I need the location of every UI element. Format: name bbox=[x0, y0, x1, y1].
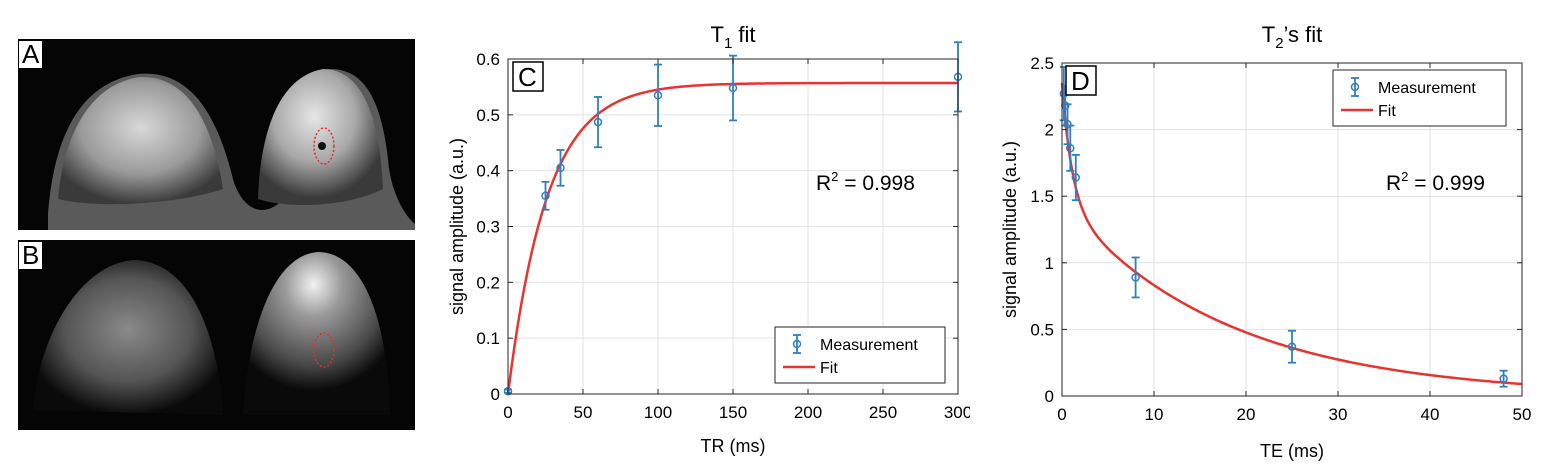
ticks: 0 50 100 150 200 250 300 0 0.1 0.2 0.3 0.4 0.5 0.6 bbox=[476, 50, 970, 422]
title-rest: ’s fit bbox=[1284, 22, 1323, 47]
mri-image-b bbox=[33, 252, 390, 415]
y-tick-label: 1.5 bbox=[1030, 187, 1054, 206]
right-breast-tissue bbox=[258, 69, 383, 205]
legend: Measurement Fit bbox=[1332, 69, 1507, 127]
axes-box bbox=[1061, 62, 1523, 397]
panel-label-d: D bbox=[1071, 66, 1090, 96]
r2-label: R bbox=[816, 172, 831, 195]
measurement-point bbox=[593, 96, 603, 149]
y-tick-label: 0.3 bbox=[476, 218, 500, 237]
title-sub: 2 bbox=[1275, 35, 1283, 52]
lesion-spot bbox=[318, 142, 326, 150]
x-tick-label: 150 bbox=[719, 403, 747, 422]
panel-label-a: A bbox=[18, 40, 44, 69]
right-breast-blur bbox=[243, 252, 390, 415]
legend-measurement-marker bbox=[1350, 77, 1360, 97]
title-main: T bbox=[1262, 22, 1275, 47]
legend-fit-label: Fit bbox=[1378, 103, 1396, 120]
y-tick-label: 1 bbox=[1045, 254, 1054, 273]
y-tick-label: 0.5 bbox=[1030, 320, 1054, 339]
x-axis-label: TE (ms) bbox=[1260, 441, 1324, 461]
y-tick-label: 0 bbox=[491, 385, 500, 404]
x-tick-label: 30 bbox=[1329, 405, 1348, 424]
title-sub: 1 bbox=[724, 35, 732, 52]
x-axis-label: TR (ms) bbox=[701, 436, 766, 456]
measurement-layer bbox=[1059, 66, 1508, 388]
legend-measurement-label: Measurement bbox=[820, 337, 918, 354]
r2-label: R bbox=[1386, 172, 1401, 195]
y-tick-label: 2 bbox=[1045, 121, 1054, 140]
panel-label-box-d bbox=[1065, 65, 1097, 96]
measurement-point bbox=[1071, 154, 1081, 202]
legend-fit-label: Fit bbox=[820, 360, 838, 377]
legend: Measurement Fit bbox=[774, 326, 946, 384]
legend-box bbox=[774, 326, 946, 384]
y-axis-label: signal amplitude (a.u.) bbox=[1000, 141, 1020, 318]
title-rest: fit bbox=[732, 22, 755, 47]
y-tick-label: 2.5 bbox=[1030, 54, 1054, 73]
r2-value: = 0.998 bbox=[838, 172, 914, 195]
mri-image-a bbox=[48, 68, 415, 230]
legend-measurement-label: Measurement bbox=[1378, 80, 1476, 97]
y-axis-label: signal amplitude (a.u.) bbox=[447, 138, 467, 315]
measurement-point bbox=[653, 63, 663, 127]
x-tick-label: 40 bbox=[1421, 405, 1440, 424]
y-tick-label: 0.6 bbox=[476, 50, 500, 69]
y-tick-label: 0.2 bbox=[476, 273, 500, 292]
roi-ellipse-b bbox=[313, 332, 335, 368]
ticks: 0 10 20 30 40 50 0 0.5 1 1.5 2 2.5 bbox=[1030, 54, 1531, 424]
y-tick-label: 0 bbox=[1045, 387, 1054, 406]
r-squared-annotation: R2 = 0.999 bbox=[1386, 169, 1485, 195]
x-tick-label: 100 bbox=[644, 403, 672, 422]
measurement-point bbox=[1287, 329, 1297, 364]
measurement-point bbox=[541, 180, 550, 211]
measurement-point bbox=[1066, 124, 1075, 172]
roi-ellipse-a bbox=[313, 127, 335, 165]
x-tick-label: 200 bbox=[794, 403, 822, 422]
x-tick-label: 50 bbox=[574, 403, 593, 422]
y-tick-label: 0.4 bbox=[476, 162, 500, 181]
t1-fit-chart: 0 50 100 150 200 250 300 0 0.1 0.2 0.3 0.4 0.5 0.6 T1… bbox=[447, 22, 970, 456]
image-panel-a bbox=[18, 39, 415, 230]
y-tick-label: 0.5 bbox=[476, 106, 500, 125]
left-breast-blur bbox=[33, 260, 223, 415]
y-tick-label: 0.1 bbox=[476, 329, 500, 348]
legend-box bbox=[1332, 69, 1507, 127]
measurement-point bbox=[556, 149, 565, 187]
measurement-point bbox=[728, 54, 738, 122]
x-tick-label: 250 bbox=[869, 403, 897, 422]
x-tick-label: 20 bbox=[1237, 405, 1256, 424]
x-tick-label: 10 bbox=[1145, 405, 1164, 424]
r2-value: = 0.999 bbox=[1408, 172, 1484, 195]
x-tick-label: 300 bbox=[944, 403, 970, 422]
x-tick-label: 0 bbox=[1057, 405, 1066, 424]
x-tick-label: 0 bbox=[503, 403, 512, 422]
title-main: T bbox=[710, 22, 723, 47]
left-breast-tissue bbox=[58, 76, 223, 205]
x-tick-label: 50 bbox=[1513, 405, 1532, 424]
measurement-point bbox=[1131, 256, 1140, 299]
r2-sup: 2 bbox=[831, 169, 838, 184]
legend-measurement-marker bbox=[792, 334, 802, 354]
chart-title: T2’s fit bbox=[1262, 22, 1323, 52]
measurement-point bbox=[1499, 369, 1508, 388]
panel-label-b: B bbox=[18, 241, 44, 270]
image-panel-b bbox=[18, 240, 415, 430]
panel-label-c: C bbox=[518, 62, 537, 92]
r2-sup: 2 bbox=[1401, 169, 1408, 184]
chart-title: T1 fit bbox=[710, 22, 755, 52]
r-squared-annotation: R2 = 0.998 bbox=[816, 169, 915, 195]
panel-label-box-c bbox=[512, 61, 544, 92]
